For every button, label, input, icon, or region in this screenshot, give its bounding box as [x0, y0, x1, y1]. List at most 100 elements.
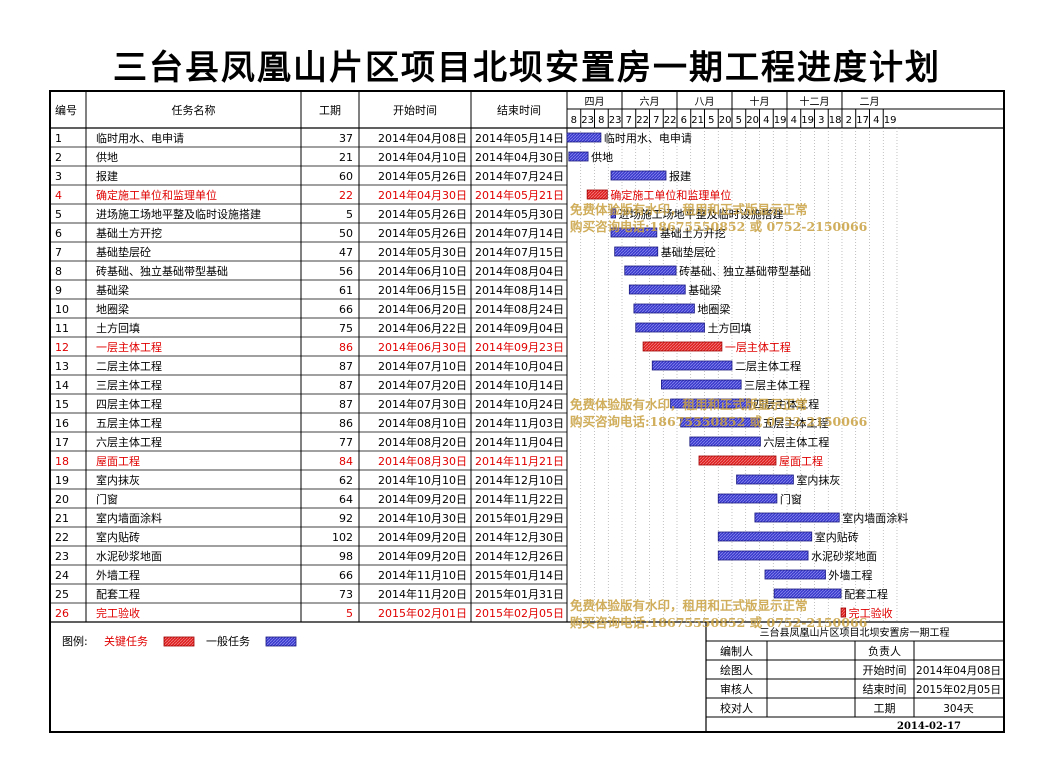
task-name: 进场施工场地平整及临时设施搭建 — [96, 207, 261, 221]
gantt-bar-label: 地圈梁 — [697, 302, 730, 316]
task-name: 基础垫层砼 — [96, 245, 151, 259]
gantt-bar — [651, 360, 733, 371]
timeline-month-label: 四月 — [584, 96, 604, 108]
task-end: 2014年11月21日 — [475, 454, 564, 468]
info-label: 开始时间 — [863, 663, 907, 677]
timeline-day-label: 23 — [581, 115, 594, 126]
gantt-bar-label: 水泥砂浆地面 — [811, 549, 877, 563]
gantt-bar — [754, 512, 840, 523]
task-name: 供地 — [96, 150, 118, 164]
task-name: 室内抹灰 — [96, 473, 140, 487]
task-duration: 86 — [339, 341, 353, 354]
gantt-bar-label: 室内贴砖 — [815, 530, 859, 544]
gantt-bar — [840, 607, 847, 618]
task-id: 1 — [55, 132, 62, 145]
task-id: 9 — [55, 284, 62, 297]
task-duration: 64 — [339, 493, 353, 506]
task-id: 13 — [55, 360, 69, 373]
timeline-day-label: 4 — [791, 115, 797, 126]
timeline-day-label: 8 — [598, 115, 604, 126]
info-label: 绘图人 — [720, 663, 753, 677]
gantt-bar — [628, 284, 686, 295]
gantt-bar — [717, 550, 809, 561]
watermark-line: 购买咨询电话:18675550852 或 0752-2150066 — [570, 414, 868, 429]
task-end: 2014年09月04日 — [475, 321, 564, 335]
task-end: 2014年10月24日 — [475, 397, 564, 411]
timeline-day-label: 5 — [736, 115, 742, 126]
task-end: 2014年05月30日 — [475, 207, 564, 221]
info-label: 结束时间 — [863, 683, 907, 696]
timeline-day-label: 22 — [636, 115, 649, 126]
task-start: 2014年05月26日 — [378, 207, 467, 221]
task-name: 土方回填 — [96, 321, 140, 335]
watermark-line: 购买咨询电话:18675550852 或 0752-2150066 — [570, 615, 868, 630]
task-id: 25 — [55, 588, 69, 601]
column-header-end: 结束时间 — [497, 104, 541, 117]
task-end: 2014年08月04日 — [475, 264, 564, 278]
gantt-bar-label: 临时用水、电申请 — [604, 131, 692, 145]
timeline-day-label: 20 — [719, 115, 732, 126]
watermark-line: 免费体验版有水印，租用和正式版显示正常 — [570, 598, 808, 613]
task-duration: 98 — [339, 550, 353, 563]
task-name: 室内贴砖 — [96, 530, 140, 544]
task-duration: 73 — [339, 588, 353, 601]
task-id: 6 — [55, 227, 62, 240]
task-end: 2015年01月31日 — [475, 587, 564, 601]
info-date: 2014-02-17 — [897, 721, 961, 732]
gantt-bar-label: 报建 — [669, 169, 691, 183]
column-header-id: 编号 — [55, 103, 77, 117]
task-end: 2014年08月14日 — [475, 283, 564, 297]
task-id: 18 — [55, 455, 69, 468]
gantt-bar-label: 砖基础、独立基础带型基础 — [679, 264, 811, 278]
gantt-bar — [689, 436, 761, 447]
task-duration: 5 — [346, 208, 353, 221]
timeline-month-label: 十二月 — [799, 95, 829, 108]
gantt-bar-label: 三层主体工程 — [744, 378, 810, 392]
timeline-day-label: 19 — [801, 115, 814, 126]
timeline-day-label: 18 — [829, 115, 842, 126]
task-id: 10 — [55, 303, 69, 316]
task-name: 六层主体工程 — [96, 435, 162, 449]
gantt-bar-label: 土方回填 — [707, 321, 751, 335]
task-id: 11 — [55, 322, 69, 335]
task-start: 2014年04月08日 — [378, 131, 467, 145]
task-id: 3 — [55, 170, 62, 183]
task-end: 2015年02月05日 — [475, 606, 564, 620]
task-start: 2014年04月30日 — [378, 188, 467, 202]
task-duration: 56 — [339, 265, 353, 278]
gantt-bar-label: 基础垫层砼 — [661, 245, 716, 259]
task-start: 2014年08月30日 — [378, 454, 467, 468]
task-name: 地圈梁 — [96, 302, 129, 316]
gantt-bar — [680, 417, 760, 428]
task-start: 2014年11月10日 — [378, 568, 467, 582]
gantt-bar-label: 基础梁 — [688, 283, 721, 297]
task-end: 2015年01月29日 — [475, 511, 564, 525]
task-name: 临时用水、电申请 — [96, 131, 184, 145]
task-duration: 61 — [339, 284, 353, 297]
task-duration: 66 — [339, 569, 353, 582]
gantt-bar — [736, 474, 794, 485]
timeline-day-label: 21 — [691, 115, 704, 126]
info-label: 审核人 — [720, 682, 753, 696]
task-id: 23 — [55, 550, 69, 563]
timeline-day-label: 22 — [664, 115, 677, 126]
task-duration: 84 — [339, 455, 353, 468]
timeline-day-label: 7 — [653, 115, 659, 126]
task-duration: 21 — [339, 151, 353, 164]
gantt-bar — [670, 398, 751, 409]
gantt-bar-label: 确定施工单位和监理单位 — [610, 188, 731, 202]
gantt-bar-label: 四层主体工程 — [753, 397, 819, 411]
task-duration: 50 — [339, 227, 353, 240]
task-start: 2014年08月10日 — [378, 416, 467, 430]
task-id: 7 — [55, 246, 62, 259]
task-start: 2014年10月10日 — [378, 473, 467, 487]
timeline-day-label: 6 — [681, 115, 687, 126]
legend-label: 图例: — [62, 634, 88, 648]
task-end: 2014年12月30日 — [475, 530, 564, 544]
timeline-day-label: 7 — [626, 115, 632, 126]
info-label: 工期 — [874, 702, 896, 715]
gantt-bar — [642, 341, 723, 352]
timeline-day-label: 2 — [846, 115, 852, 126]
timeline-month-label: 六月 — [639, 96, 659, 108]
task-duration: 87 — [339, 360, 353, 373]
